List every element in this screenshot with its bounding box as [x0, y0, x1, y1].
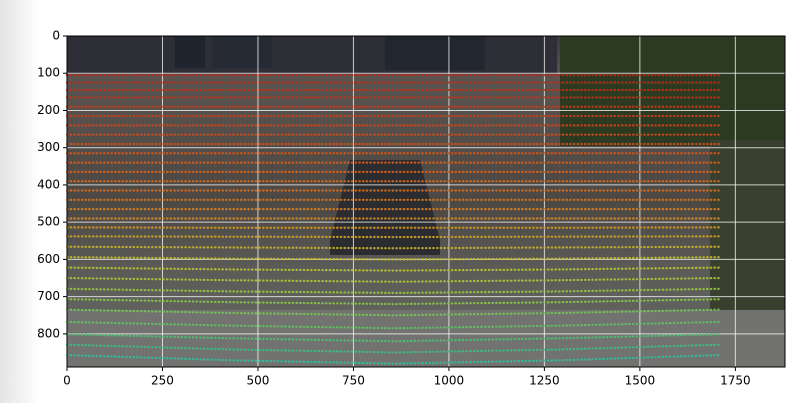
x-tick-label: 1250	[529, 374, 560, 388]
x-tick-label: 0	[63, 374, 71, 388]
y-tick-label: 500	[37, 215, 60, 229]
x-tick-label: 1500	[625, 374, 656, 388]
x-tick-label: 1750	[720, 374, 751, 388]
x-tick-label: 500	[247, 374, 270, 388]
y-tick-label: 600	[37, 252, 60, 266]
y-tick-label: 300	[37, 140, 60, 154]
y-tick-label: 800	[37, 326, 60, 340]
background-photo	[67, 36, 785, 367]
x-tick-label: 250	[151, 374, 174, 388]
window-edge	[0, 0, 40, 403]
x-tick-label: 1000	[434, 374, 465, 388]
x-tick-label: 750	[342, 374, 365, 388]
y-tick-label: 0	[52, 29, 60, 43]
y-tick-label: 100	[37, 66, 60, 80]
y-tick-label: 700	[37, 289, 60, 303]
y-tick-label: 200	[37, 103, 60, 117]
y-tick-label: 400	[37, 177, 60, 191]
